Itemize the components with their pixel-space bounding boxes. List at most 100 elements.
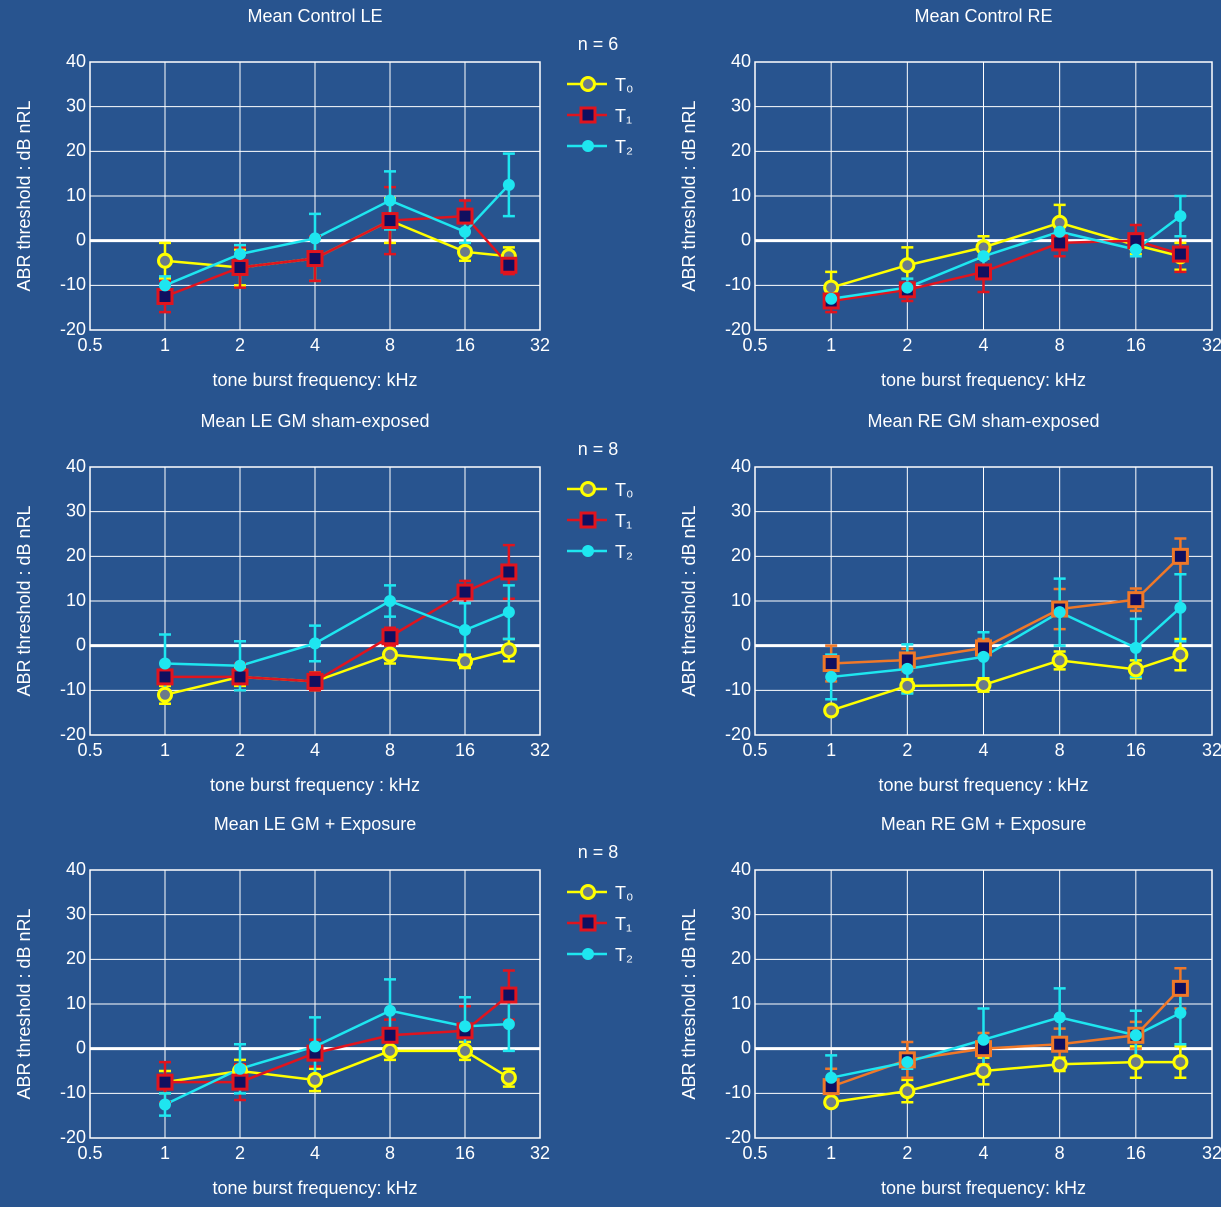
y-tick-label: 40 (731, 859, 751, 879)
x-tick-label: 8 (1055, 335, 1065, 355)
y-tick-label: 30 (66, 500, 86, 520)
marker (582, 948, 594, 960)
x-axis-label: tone burst frequency: kHz (881, 1178, 1086, 1198)
marker (457, 653, 473, 670)
x-tick-label: 32 (1202, 740, 1221, 760)
marker (823, 1094, 840, 1111)
x-tick-label: 1 (160, 335, 170, 355)
marker (1053, 225, 1066, 238)
marker (901, 281, 914, 294)
x-tick-label: 16 (455, 1143, 475, 1163)
marker (500, 642, 517, 659)
y-tick-label: 0 (741, 229, 751, 249)
legend-label: T₀ (615, 75, 633, 95)
marker (975, 1063, 992, 1079)
x-axis-label: tone burst frequency : kHz (878, 775, 1088, 795)
legend-label: T₂ (615, 137, 633, 157)
x-tick-label: 1 (160, 740, 170, 760)
x-tick-label: 0.5 (742, 740, 767, 760)
y-axis-label: ABR threshold : dB nRL (14, 505, 34, 696)
marker (381, 212, 399, 230)
y-tick-label: 10 (731, 590, 751, 610)
x-tick-label: 2 (902, 335, 912, 355)
y-tick-label: 0 (76, 229, 86, 249)
y-tick-label: 20 (731, 948, 751, 968)
marker (825, 1071, 838, 1084)
marker (156, 288, 174, 305)
x-tick-label: 8 (1055, 740, 1065, 760)
y-tick-label: 30 (66, 903, 86, 923)
x-tick-label: 16 (1126, 1143, 1146, 1163)
annotation: n = 6 (578, 34, 619, 54)
y-tick-label: 20 (66, 948, 86, 968)
marker (306, 672, 324, 690)
x-tick-label: 32 (530, 740, 550, 760)
legend-label: T₁ (615, 511, 632, 531)
marker (977, 650, 990, 663)
x-tick-label: 0.5 (742, 335, 767, 355)
y-tick-label: -20 (60, 1127, 86, 1147)
series-line (164, 599, 510, 668)
chart-title: Mean Control RE (914, 6, 1052, 26)
marker (500, 563, 518, 581)
y-tick-label: 40 (66, 859, 86, 879)
marker (307, 1071, 323, 1088)
x-tick-label: 4 (310, 335, 320, 355)
chart-title: Mean LE GM sham-exposed (200, 411, 429, 431)
y-tick-label: -10 (725, 274, 751, 294)
marker (582, 140, 594, 152)
marker (901, 1056, 914, 1069)
marker (580, 884, 596, 900)
marker (234, 248, 246, 261)
marker (156, 1073, 174, 1091)
marker (234, 659, 246, 672)
marker (1051, 234, 1069, 252)
marker (231, 1073, 249, 1091)
marker (457, 243, 473, 260)
x-tick-label: 32 (1202, 1143, 1221, 1163)
x-tick-label: 2 (235, 1143, 245, 1163)
marker (500, 1069, 517, 1086)
x-tick-label: 1 (826, 335, 836, 355)
marker (384, 194, 396, 207)
marker (1127, 1054, 1144, 1071)
x-tick-label: 1 (826, 1143, 836, 1163)
marker (1051, 652, 1068, 669)
legend-label: T₂ (615, 945, 633, 965)
y-tick-label: 10 (731, 185, 751, 205)
marker (579, 914, 597, 932)
marker (231, 668, 249, 686)
y-tick-label: 20 (66, 140, 86, 160)
marker (899, 257, 916, 274)
marker (309, 232, 321, 245)
x-tick-label: 2 (902, 740, 912, 760)
marker (1129, 641, 1142, 654)
y-tick-label: 40 (66, 456, 86, 476)
marker (822, 655, 840, 673)
y-tick-label: 30 (731, 903, 751, 923)
marker (384, 1004, 396, 1017)
x-tick-label: 8 (1055, 1143, 1065, 1163)
marker (1129, 243, 1142, 256)
chart-title: Mean RE GM sham-exposed (867, 411, 1099, 431)
y-tick-label: 30 (731, 500, 751, 520)
marker (1174, 1006, 1187, 1019)
marker (459, 624, 471, 637)
y-tick-label: -20 (725, 1127, 751, 1147)
marker (899, 1083, 916, 1100)
y-tick-label: -20 (725, 724, 751, 744)
y-tick-label: 30 (731, 95, 751, 115)
x-tick-label: 4 (978, 1143, 988, 1163)
x-tick-label: 16 (455, 740, 475, 760)
marker (159, 657, 171, 670)
x-axis-label: tone burst frequency: kHz (881, 370, 1086, 390)
marker (500, 256, 518, 274)
marker (579, 511, 597, 529)
marker (899, 677, 916, 694)
y-axis-label: ABR threshold : dB nRL (679, 100, 699, 291)
annotation: n = 8 (578, 439, 619, 459)
y-tick-label: 40 (731, 51, 751, 71)
marker (975, 263, 992, 281)
marker (1053, 606, 1066, 619)
y-tick-label: 20 (66, 545, 86, 565)
